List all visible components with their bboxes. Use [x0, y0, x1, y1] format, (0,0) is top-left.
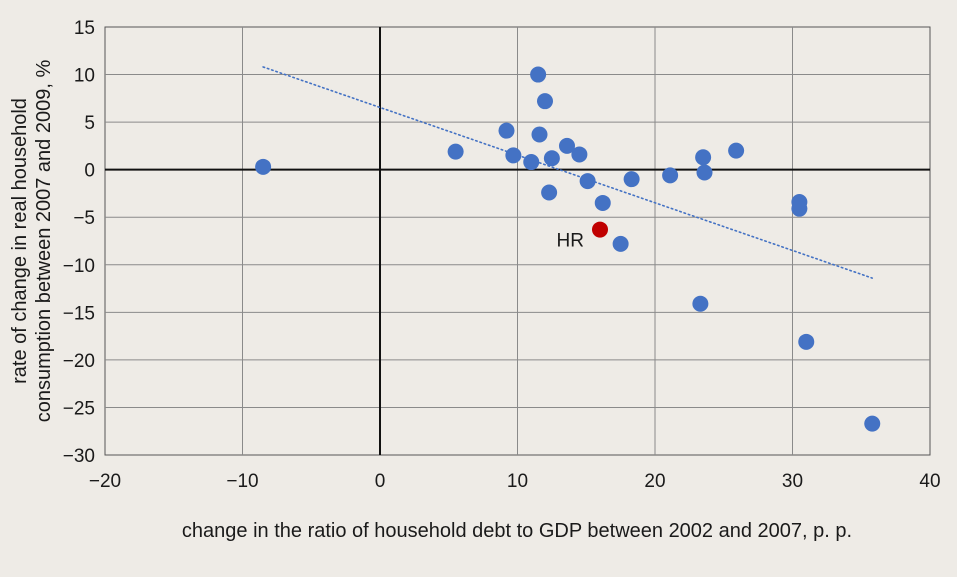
y-axis-title-line-2: consumption between 2007 and 2009, % [33, 60, 55, 423]
x-tick-label: 40 [919, 471, 940, 492]
y-tick-label: 5 [84, 113, 95, 134]
zero-axes [105, 27, 930, 455]
scatter-point [505, 147, 522, 164]
scatter-point [530, 66, 547, 83]
y-tick-label: 15 [74, 18, 95, 39]
scatter-point [791, 200, 808, 217]
x-tick-label: 10 [507, 471, 528, 492]
scatter-point [623, 171, 640, 188]
scatter-point [537, 93, 553, 110]
scatter-point [255, 158, 272, 175]
x-axis-title: change in the ratio of household debt to… [182, 520, 852, 542]
scatter-point [498, 122, 515, 139]
y-tick-label: −30 [63, 446, 95, 467]
x-tick-label: −10 [226, 471, 258, 492]
scatter-point [696, 164, 713, 181]
y-tick-labels: 15 10 5 0 −5 −10 −15 −20 −25 −30 [63, 18, 95, 467]
grid [105, 27, 930, 455]
trend-line [262, 66, 874, 279]
y-axis-title-line-1: rate of change in real household [9, 98, 31, 384]
y-tick-label: −10 [63, 256, 95, 277]
scatter-point [728, 142, 745, 159]
y-tick-label: −25 [63, 398, 95, 419]
scatter-point [594, 194, 611, 211]
scatter-point [571, 146, 588, 163]
scatter-point [798, 333, 815, 350]
trendline [262, 66, 874, 279]
scatter-point [692, 295, 709, 312]
y-tick-label: −20 [63, 351, 95, 372]
scatter-point [662, 167, 679, 184]
data-points: HR [255, 66, 881, 432]
scatter-point [695, 149, 712, 166]
x-tick-label: 0 [375, 471, 386, 492]
highlight-point [592, 221, 608, 238]
y-tick-label: −5 [73, 208, 95, 229]
scatter-point [864, 415, 881, 432]
scatter-point [447, 143, 464, 160]
x-tick-label: 30 [782, 471, 803, 492]
x-tick-label: −20 [89, 471, 121, 492]
y-tick-label: 0 [84, 161, 95, 182]
scatter-point [523, 154, 540, 171]
scatter-point [579, 173, 596, 190]
scatter-point [612, 235, 629, 252]
x-tick-labels: −20 −10 0 10 20 30 40 [89, 471, 941, 492]
scatter-point [541, 184, 558, 201]
scatter-point [559, 137, 575, 154]
scatter-point [543, 150, 560, 167]
scatter-point [531, 126, 548, 143]
y-tick-label: 10 [74, 66, 95, 87]
y-tick-label: −15 [63, 303, 95, 324]
x-tick-label: 20 [644, 471, 665, 492]
highlight-label: HR [557, 231, 584, 252]
